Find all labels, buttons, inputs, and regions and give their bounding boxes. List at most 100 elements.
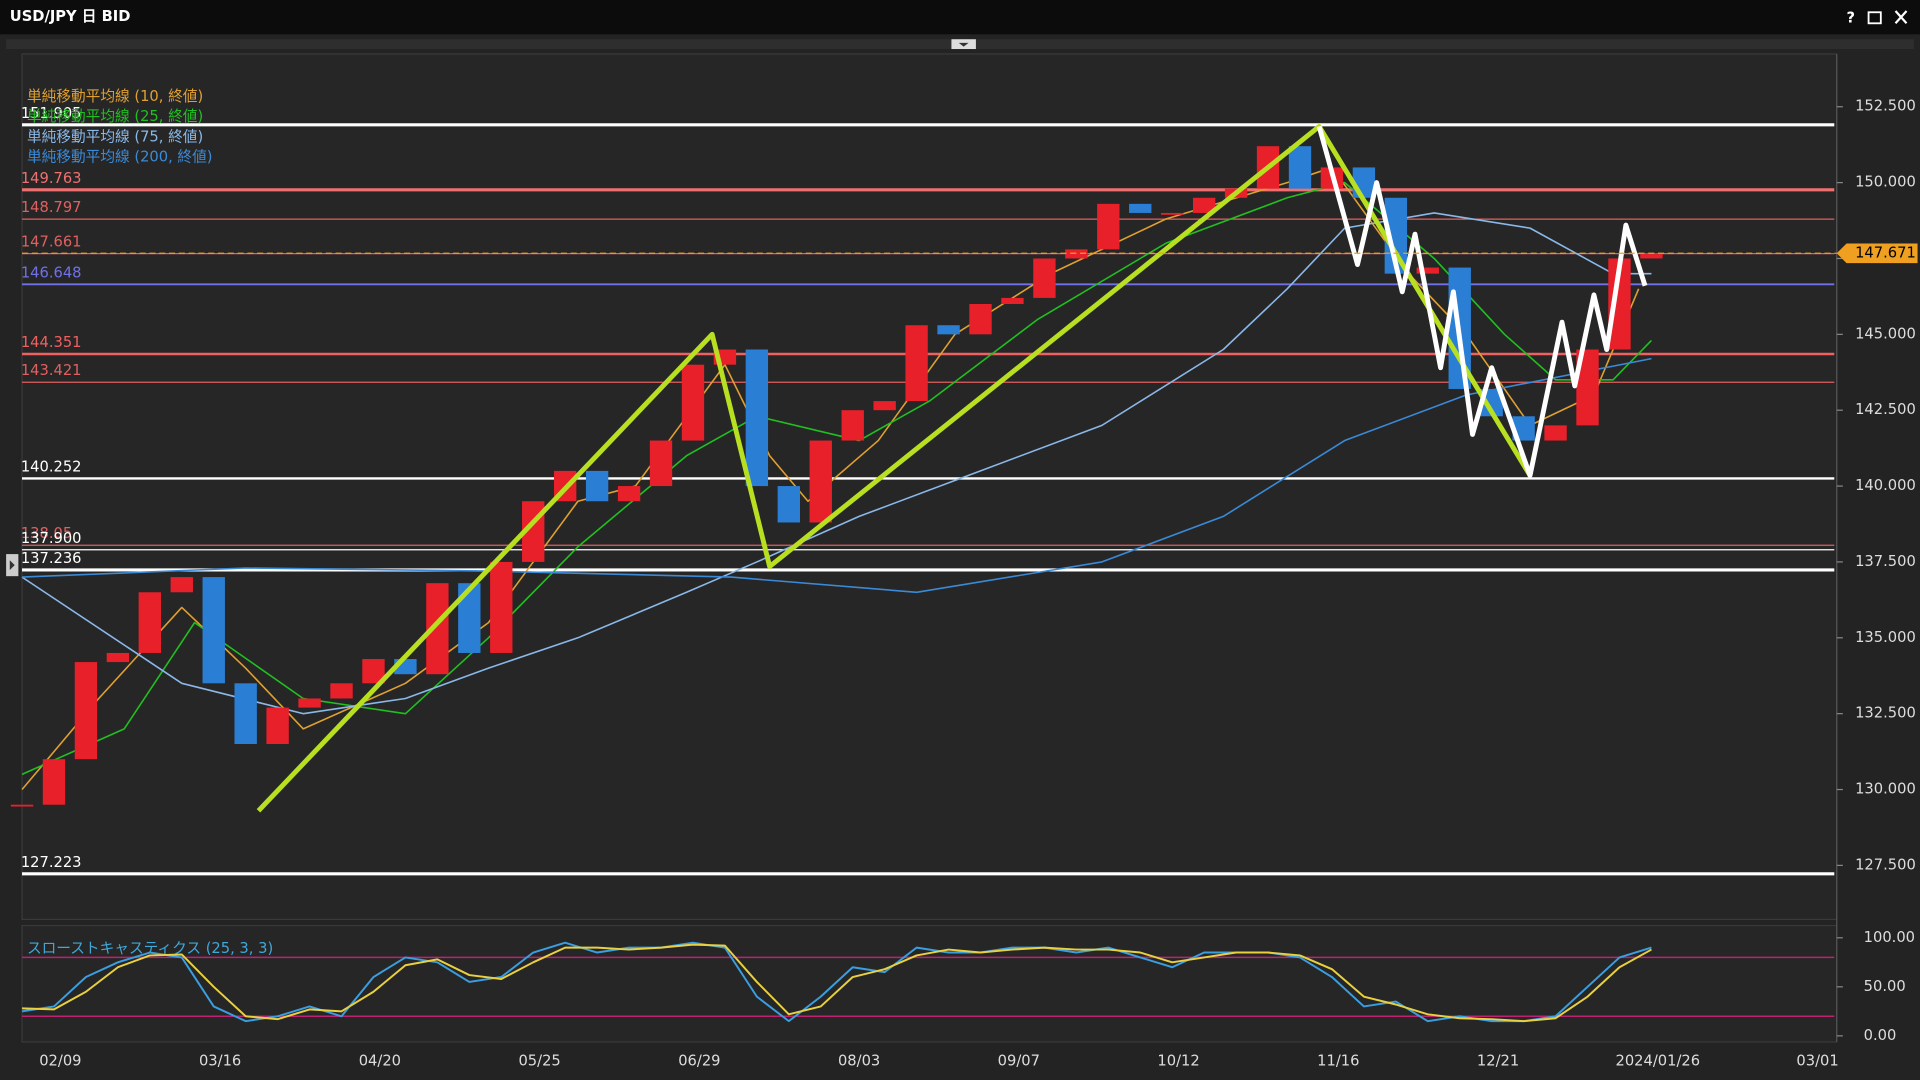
level-label: 144.351	[21, 334, 82, 351]
candle	[202, 577, 225, 684]
y-tick-label: 135.000	[1855, 629, 1916, 646]
maximize-button[interactable]	[1867, 11, 1882, 25]
candle	[777, 486, 800, 523]
moving-average	[21, 212, 1652, 715]
candle	[1288, 146, 1312, 189]
current-price-box	[1836, 243, 1918, 264]
candle	[1640, 253, 1663, 259]
stochastic-line	[21, 941, 1652, 1023]
candle	[841, 410, 864, 441]
x-tick-label: 03/16	[199, 1053, 241, 1070]
y-tick-label: 150.000	[1855, 174, 1916, 191]
candle	[585, 470, 609, 502]
candle	[1544, 425, 1567, 441]
candle	[426, 583, 449, 675]
y-tick-label: 127.500	[1855, 856, 1916, 873]
current-price-label: 147.671	[1855, 244, 1916, 261]
y-tick-label: 142.500	[1855, 401, 1916, 418]
level-label: 143.421	[21, 362, 82, 379]
candle	[681, 364, 705, 441]
candle	[298, 698, 321, 708]
candle	[1416, 267, 1439, 274]
level-label: 148.797	[21, 199, 82, 216]
candle	[745, 349, 769, 487]
candle	[1608, 258, 1631, 350]
level-label: 138.05	[21, 525, 72, 542]
legend-entry: 単純移動平均線 (200, 終値)	[27, 149, 213, 166]
side-handle-icon	[9, 560, 15, 571]
x-tick-label: 05/25	[518, 1053, 560, 1070]
legend-entry: 単純移動平均線 (10, 終値)	[27, 88, 203, 105]
x-tick-label: 02/09	[39, 1053, 81, 1070]
candle	[649, 440, 673, 487]
candle	[809, 440, 832, 523]
trend-line	[1316, 125, 1648, 478]
stochastic-plot	[21, 924, 1838, 1043]
y-tick-label: 137.500	[1855, 553, 1916, 570]
candle	[1192, 197, 1216, 213]
candle	[1576, 349, 1599, 426]
stochastic-title: スローストキャスティクス (25, 3, 3)	[27, 940, 273, 957]
x-tick-label: 12/21	[1477, 1053, 1519, 1070]
x-tick-label: 10/12	[1157, 1053, 1199, 1070]
price-plot	[21, 53, 1838, 921]
legend-entry: 単純移動平均線 (75, 終値)	[27, 128, 203, 145]
candle	[1065, 249, 1088, 259]
y-tick-label: 0.00	[1864, 1027, 1897, 1044]
y-tick-label: 132.500	[1855, 705, 1916, 722]
candle	[1129, 203, 1152, 213]
level-label: 140.252	[21, 458, 82, 475]
x-tick-label: 2024/01/26	[1616, 1053, 1701, 1070]
close-button[interactable]	[1894, 10, 1908, 25]
level-label: 149.763	[21, 170, 82, 187]
help-button[interactable]: ?	[1847, 9, 1856, 26]
y-tick-label: 152.500	[1855, 98, 1916, 115]
candle	[1001, 297, 1024, 304]
candle	[74, 662, 98, 760]
window-title: USD/JPY 日 BID	[10, 8, 131, 25]
candle	[106, 652, 130, 663]
x-tick-label: 06/29	[678, 1053, 720, 1070]
candle	[1033, 258, 1056, 298]
candle	[170, 577, 193, 593]
candle	[905, 325, 928, 402]
candle	[969, 303, 992, 335]
candle	[234, 683, 257, 745]
candle	[138, 592, 162, 653]
level-label: 151.905	[21, 105, 82, 122]
legend-entry: 単純移動平均線 (25, 終値)	[27, 108, 203, 125]
x-tick-label: 09/07	[998, 1053, 1040, 1070]
level-label: 146.648	[21, 264, 82, 281]
y-tick-label: 140.000	[1855, 477, 1916, 494]
title-bar	[0, 0, 1920, 35]
level-label: 147.661	[21, 234, 82, 251]
candle	[330, 683, 353, 699]
x-tick-label: 08/03	[838, 1053, 880, 1070]
y-tick-label: 145.000	[1855, 325, 1916, 342]
collapse-icon	[958, 42, 969, 47]
candle	[10, 804, 34, 807]
level-label: 137.900	[21, 530, 82, 547]
x-tick-label: 11/16	[1317, 1053, 1359, 1070]
candle	[617, 486, 641, 502]
level-label: 137.236	[21, 550, 82, 567]
stochastic-line	[22, 943, 1652, 1023]
x-tick-label: 04/20	[359, 1053, 401, 1070]
candle	[1384, 197, 1408, 274]
candle	[266, 707, 289, 745]
candle	[1161, 212, 1184, 215]
candle	[873, 401, 896, 411]
candle	[490, 561, 513, 653]
candle	[42, 759, 66, 805]
x-tick-label: 03/01	[1796, 1053, 1838, 1070]
candle	[458, 583, 481, 653]
candle	[1097, 203, 1120, 250]
candle	[937, 325, 960, 335]
y-tick-label: 130.000	[1855, 781, 1916, 798]
y-tick-label: 50.00	[1864, 978, 1906, 995]
y-tick-label: 100.00	[1864, 929, 1915, 946]
moving-average	[22, 357, 1652, 594]
level-label: 127.223	[21, 854, 82, 871]
